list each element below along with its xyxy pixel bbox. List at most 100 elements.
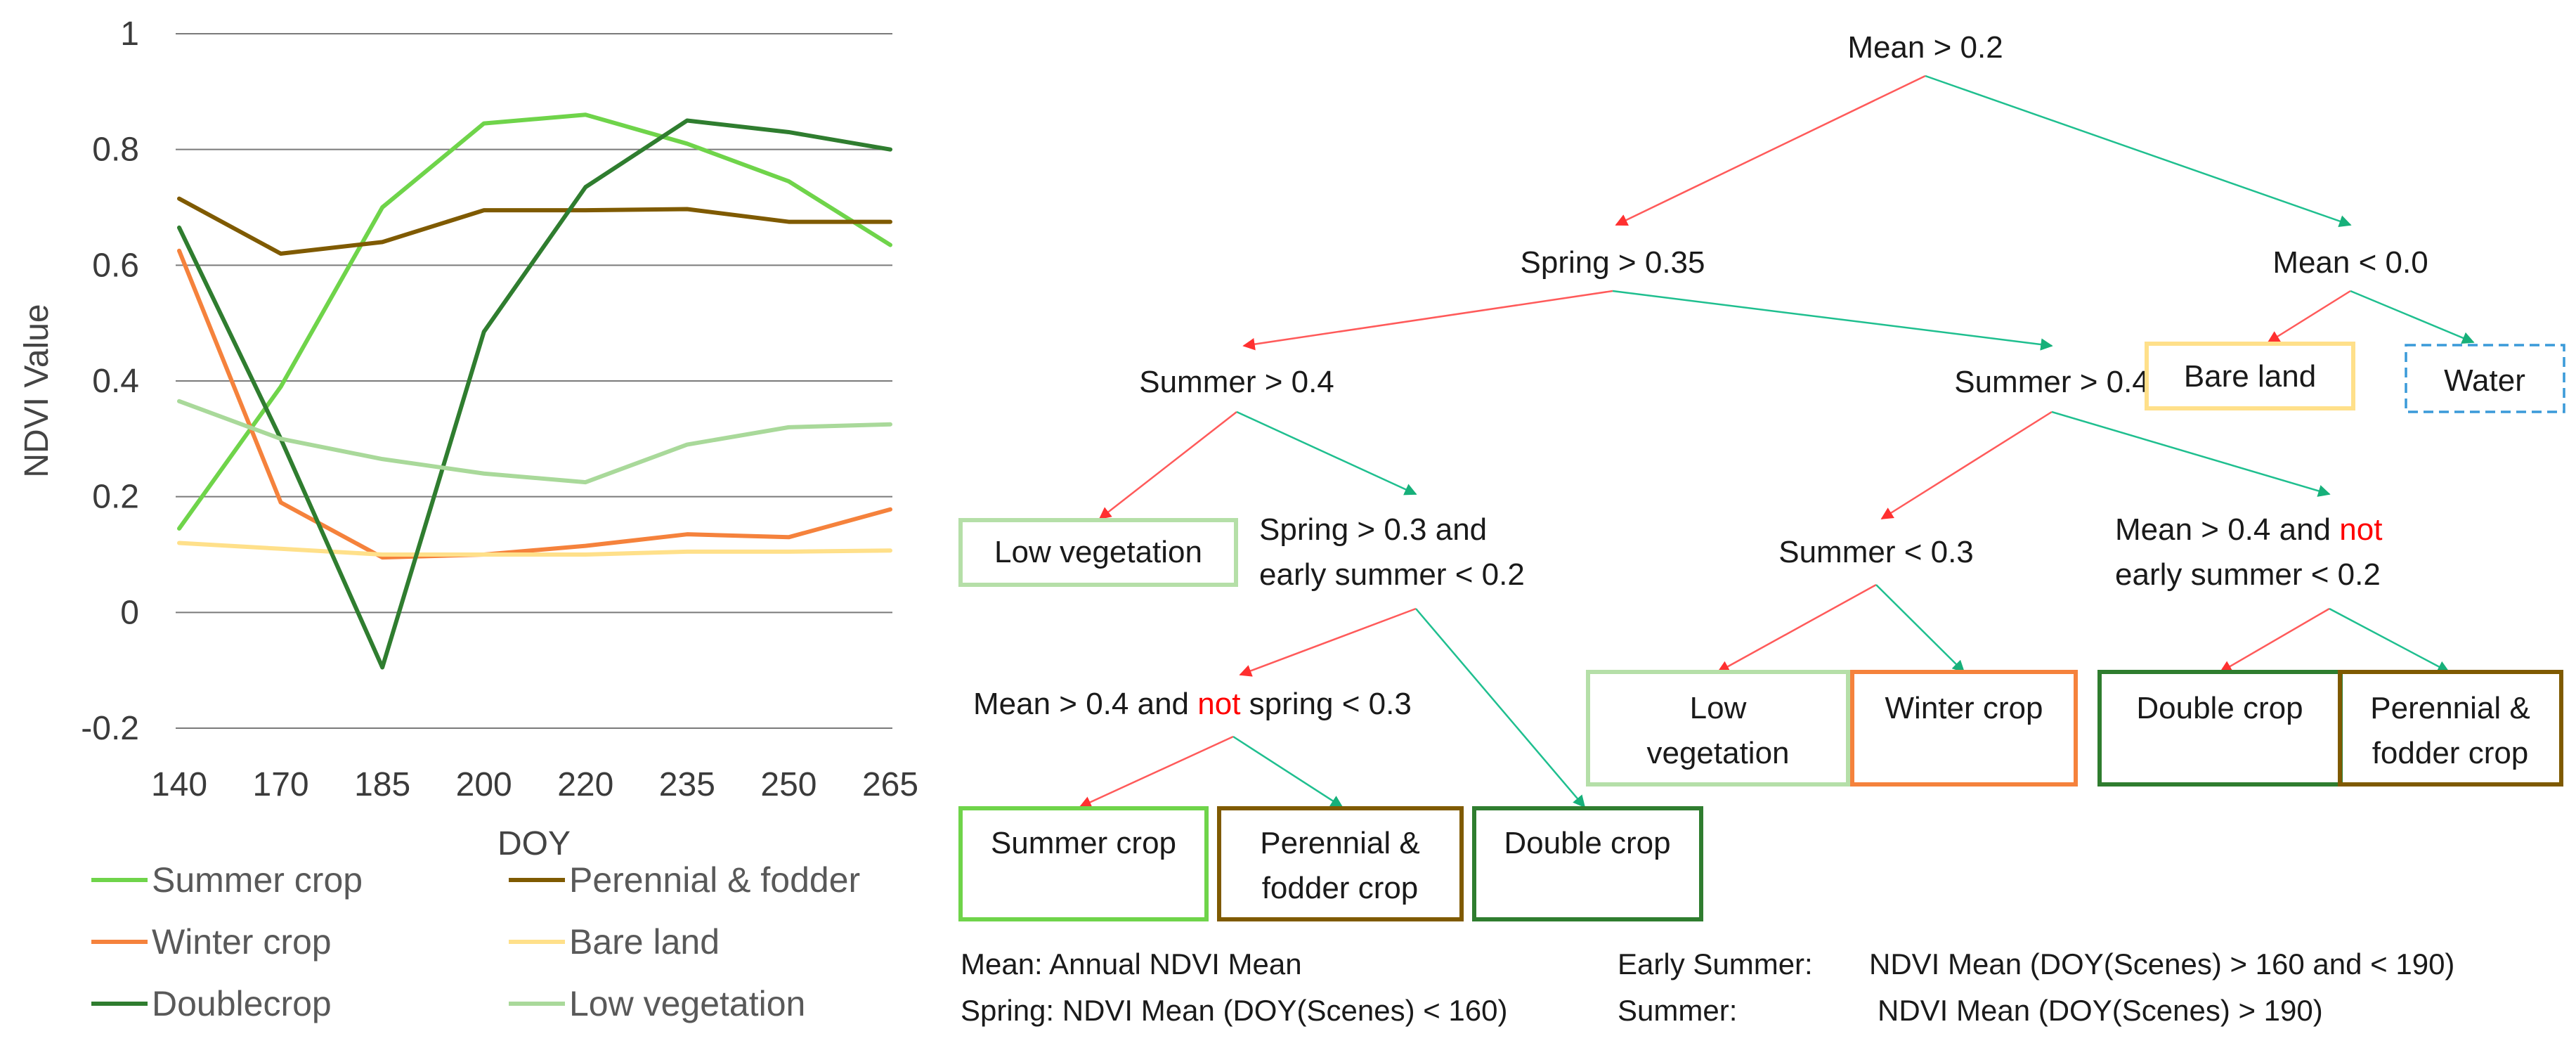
leaf-water-label: Water bbox=[2444, 363, 2525, 398]
arrow-mean04-yes bbox=[2219, 607, 2330, 673]
y-tick-labels: -0.2 0 0.2 0.4 0.6 0.8 1 bbox=[81, 15, 139, 747]
node-mean-gt-0.2: Mean > 0.2 bbox=[1847, 30, 2003, 65]
arrow-mean0-no bbox=[2350, 290, 2475, 344]
x-tick-label: 220 bbox=[557, 766, 613, 803]
leaf-perennial-fodder-a-line2: fodder crop bbox=[2372, 736, 2529, 770]
arrow-spring-yes bbox=[1242, 290, 1613, 351]
leaf-double-crop-a-label: Double crop bbox=[2136, 691, 2303, 725]
leaf-perennial-fodder-b: Perennial & fodder crop bbox=[1217, 806, 1464, 921]
node-spring-gt-0.3-line2: early summer < 0.2 bbox=[1259, 557, 1525, 592]
x-tick-label: 265 bbox=[862, 766, 918, 803]
node-not-word-b: not bbox=[1197, 687, 1240, 721]
x-tick-labels: 140 170 185 200 220 235 250 265 bbox=[151, 766, 918, 803]
chart-legend: Summer crop Perennial & fodder Winter crop… bbox=[91, 860, 860, 1023]
series-line-low-vegetation bbox=[177, 399, 892, 485]
leaf-double-crop-b-label: Double crop bbox=[1504, 826, 1670, 860]
arrow-summer-a-yes bbox=[1098, 411, 1237, 520]
x-tick-label: 185 bbox=[354, 766, 410, 803]
arrow-summer03-yes bbox=[1717, 583, 1877, 673]
legend-label-perennial-fodder: Perennial & fodder bbox=[569, 860, 860, 900]
y-tick-label: 0.6 bbox=[92, 247, 139, 284]
legend-label-low-vegetation: Low vegetation bbox=[569, 984, 805, 1023]
y-tick-label: 0.4 bbox=[92, 363, 139, 400]
leaf-bare-land: Bare land bbox=[2145, 342, 2355, 410]
y-tick-label: 0.2 bbox=[92, 479, 139, 516]
legend-label-winter-crop: Winter crop bbox=[152, 922, 332, 962]
node-spring-gt-0.3-line1: Spring > 0.3 and bbox=[1259, 512, 1487, 547]
arrow-spring-no bbox=[1612, 290, 2053, 351]
leaf-winter-crop-label: Winter crop bbox=[1885, 691, 2043, 725]
y-tick-label: -0.2 bbox=[81, 710, 139, 747]
arrow-mean0-yes bbox=[2267, 290, 2351, 344]
x-tick-label: 235 bbox=[659, 766, 715, 803]
ndvi-line-chart: -0.2 0 0.2 0.4 0.6 0.8 1 140 170 185 200 220 235 250… bbox=[18, 15, 918, 862]
leaf-perennial-fodder-b-line2: fodder crop bbox=[1262, 871, 1419, 905]
leaf-double-crop-b: Double crop bbox=[1472, 806, 1703, 921]
decision-tree: Mean > 0.2 Spring > 0.35 Mean < 0.0 Summ… bbox=[958, 30, 2565, 921]
leaf-summer-crop: Summer crop bbox=[958, 806, 1209, 921]
arrow-summer-b-no bbox=[2051, 410, 2331, 497]
series-line-doublecrop bbox=[177, 118, 892, 670]
series-line-winter-crop bbox=[177, 248, 892, 560]
leaf-low-vegetation-a-label: Low vegetation bbox=[994, 535, 1202, 569]
leaf-winter-crop: Winter crop bbox=[1850, 670, 2078, 787]
note-early-summer-value: NDVI Mean (DOY(Scenes) > 160 and < 190) bbox=[1869, 947, 2454, 980]
arrow-spring03-yes bbox=[1239, 607, 1417, 677]
y-tick-label: 0 bbox=[120, 594, 139, 631]
y-axis-title: NDVI Value bbox=[18, 304, 56, 477]
arrow-root-no bbox=[1925, 75, 2352, 228]
leaf-low-vegetation-b: Low vegetation bbox=[1586, 670, 1850, 787]
node-summer-gt-0.4-right: Summer > 0.4 bbox=[1954, 365, 2149, 399]
node-mean-gt-0.4-not-early-summer-line1: Mean > 0.4 and not bbox=[2115, 512, 2382, 547]
y-tick-label: 1 bbox=[120, 15, 139, 53]
leaf-low-vegetation-b-line1: Low bbox=[1690, 691, 1747, 725]
legend-label-doublecrop: Doublecrop bbox=[152, 984, 332, 1023]
arrow-mean04-no bbox=[2329, 607, 2450, 673]
node-summer-lt-0.3: Summer < 0.3 bbox=[1778, 535, 1974, 569]
y-tick-label: 0.8 bbox=[92, 131, 139, 169]
gridlines bbox=[176, 33, 892, 729]
node-not-word: not bbox=[2339, 512, 2382, 547]
series-line-perennial-fodder bbox=[177, 196, 892, 256]
legend-label-summer-crop: Summer crop bbox=[152, 860, 363, 900]
series-line-bare-land bbox=[177, 541, 892, 557]
node-spring-lt-0.3-text: spring < 0.3 bbox=[1240, 687, 1411, 721]
node-mean-gt-0.4-not-early-summer-line2: early summer < 0.2 bbox=[2115, 557, 2381, 592]
legend-label-bare-land: Bare land bbox=[569, 922, 720, 962]
leaf-summer-crop-label: Summer crop bbox=[991, 826, 1176, 860]
note-summer-label: Summer: bbox=[1618, 994, 1737, 1027]
arrow-summer-b-yes bbox=[1880, 410, 2053, 520]
x-tick-label: 200 bbox=[456, 766, 512, 803]
node-spring-gt-0.35: Spring > 0.35 bbox=[1521, 245, 1705, 280]
arrow-root-yes bbox=[1615, 75, 1926, 226]
leaf-perennial-fodder-a: Perennial & fodder crop bbox=[2338, 670, 2563, 787]
leaf-perennial-fodder-b-line1: Perennial & bbox=[1260, 826, 1419, 860]
x-axis-title: DOY bbox=[497, 825, 571, 862]
leaf-water: Water bbox=[2405, 344, 2565, 413]
definitions-notes: Mean: Annual NDVI Mean Spring: NDVI Mean… bbox=[961, 947, 2454, 1027]
arrow-mean04b-yes bbox=[1079, 735, 1234, 808]
node-mean-gt-0.4-text-b: Mean > 0.4 and bbox=[973, 687, 1197, 721]
leaf-perennial-fodder-a-line1: Perennial & bbox=[2370, 691, 2530, 725]
note-spring: Spring: NDVI Mean (DOY(Scenes) < 160) bbox=[961, 994, 1507, 1027]
node-mean-gt-0.4-text: Mean > 0.4 and bbox=[2115, 512, 2339, 547]
arrow-summer-a-no bbox=[1236, 410, 1417, 496]
node-mean-lt-0.0: Mean < 0.0 bbox=[2272, 245, 2428, 280]
arrow-summer03-no bbox=[1875, 584, 1965, 673]
series-lines bbox=[177, 112, 892, 670]
note-mean: Mean: Annual NDVI Mean bbox=[961, 947, 1302, 980]
series-line-summer-crop bbox=[177, 112, 892, 531]
tree-arrows bbox=[1079, 75, 2475, 808]
node-summer-gt-0.4-left: Summer > 0.4 bbox=[1139, 365, 1334, 399]
x-tick-label: 170 bbox=[253, 766, 309, 803]
x-tick-label: 250 bbox=[760, 766, 817, 803]
leaf-double-crop-a: Double crop bbox=[2097, 670, 2343, 787]
note-summer-value: NDVI Mean (DOY(Scenes) > 190) bbox=[1878, 994, 2323, 1027]
leaf-low-vegetation-a: Low vegetation bbox=[958, 518, 1238, 587]
arrow-mean04b-no bbox=[1232, 735, 1344, 808]
node-mean-gt-0.4-not-spring: Mean > 0.4 and not spring < 0.3 bbox=[973, 687, 1412, 721]
leaf-bare-land-label: Bare land bbox=[2184, 359, 2316, 394]
note-early-summer-label: Early Summer: bbox=[1618, 947, 1813, 980]
leaf-low-vegetation-b-line2: vegetation bbox=[1646, 736, 1789, 770]
